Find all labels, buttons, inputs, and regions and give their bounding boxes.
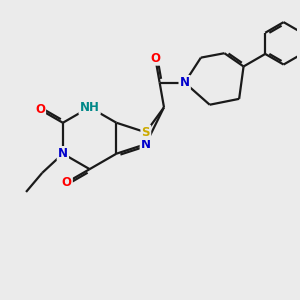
Text: N: N xyxy=(141,138,151,151)
Text: N: N xyxy=(180,76,190,89)
Text: S: S xyxy=(142,126,150,139)
Text: O: O xyxy=(62,176,72,189)
Text: N: N xyxy=(58,147,68,160)
Text: NH: NH xyxy=(80,101,100,114)
Text: O: O xyxy=(150,52,160,64)
Text: O: O xyxy=(35,103,45,116)
